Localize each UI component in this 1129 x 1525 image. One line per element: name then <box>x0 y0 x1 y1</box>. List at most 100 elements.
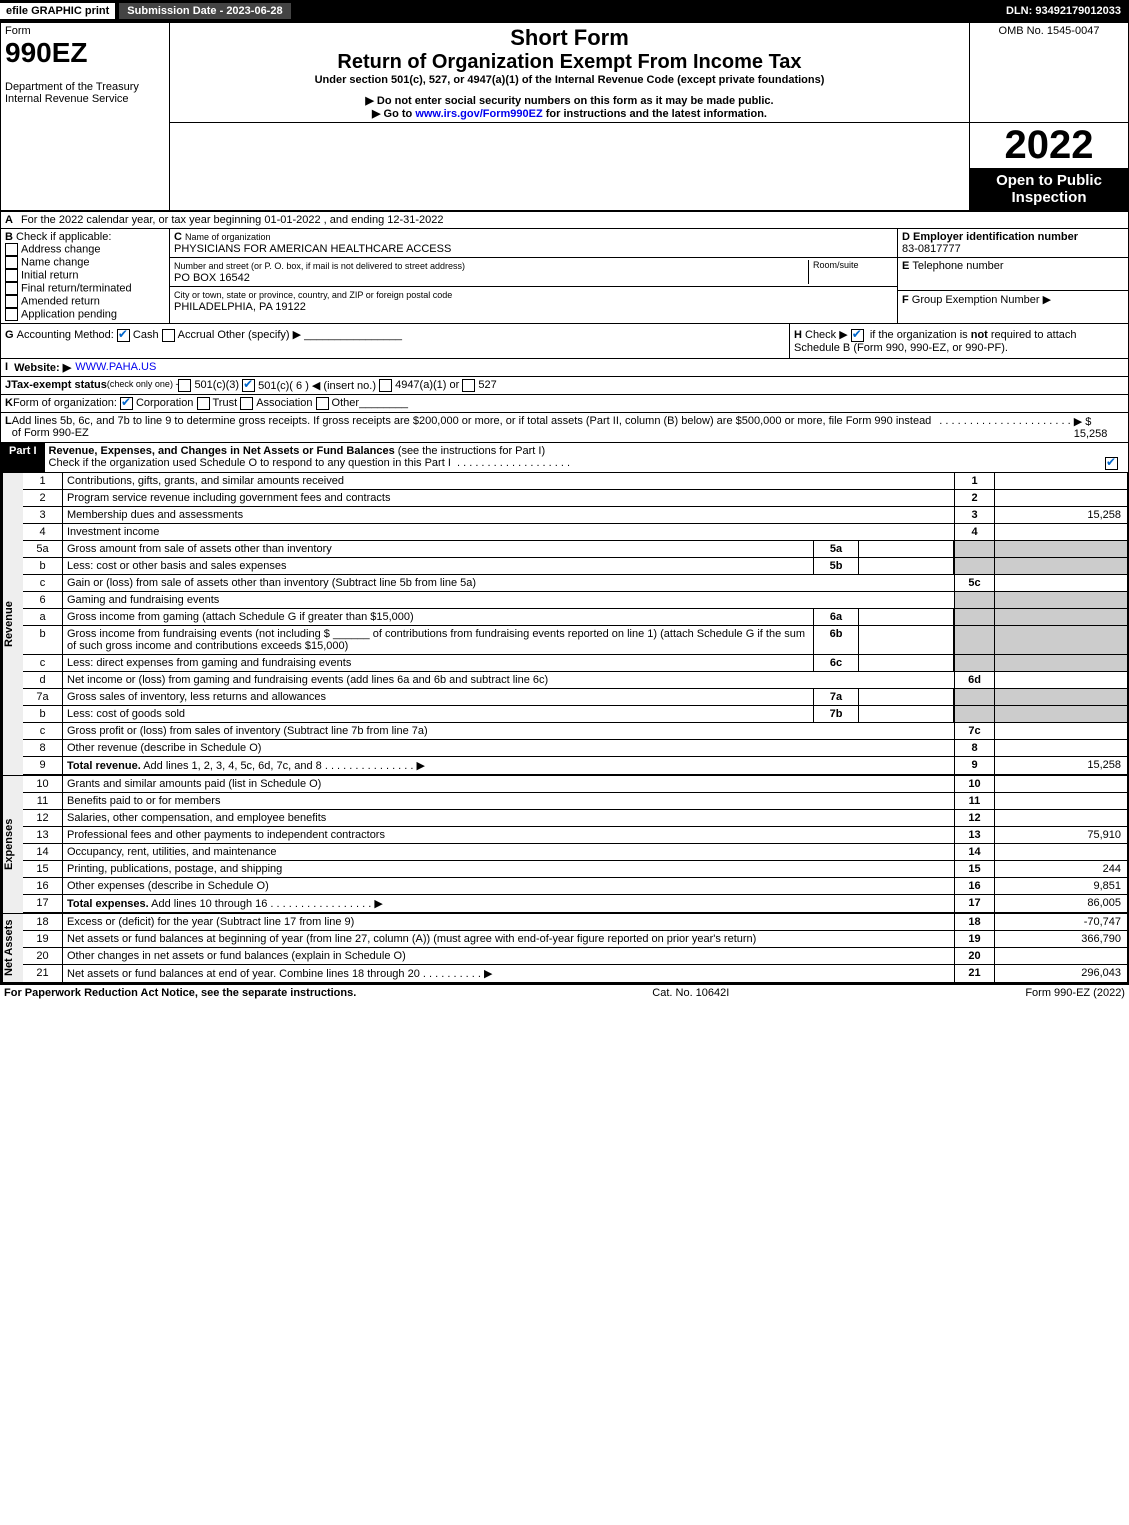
irs: Internal Revenue Service <box>5 93 129 105</box>
line-2: Program service revenue including govern… <box>63 490 954 506</box>
chk-name[interactable] <box>5 256 18 269</box>
tax-year: 2022 <box>970 123 1128 168</box>
line-6: Gaming and fundraising events <box>63 592 954 608</box>
under-section: Under section 501(c), 527, or 4947(a)(1)… <box>174 74 965 86</box>
line-7b: Less: cost of goods sold <box>63 706 813 722</box>
l-amount: ▶ $ 15,258 <box>1074 415 1124 440</box>
line-1: Contributions, gifts, grants, and simila… <box>63 473 954 489</box>
line-10: Grants and similar amounts paid (list in… <box>63 776 954 792</box>
val-15: 244 <box>995 861 1127 877</box>
chk-h[interactable] <box>851 329 864 342</box>
e-label: Telephone number <box>912 260 1003 272</box>
chk-cash[interactable] <box>117 329 130 342</box>
val-16: 9,851 <box>995 878 1127 894</box>
room-label: Room/suite <box>808 260 893 284</box>
chk-501c3[interactable] <box>178 379 191 392</box>
line-5b: Less: cost or other basis and sales expe… <box>63 558 813 574</box>
ein: 83-0817777 <box>902 243 961 255</box>
h-text: Check ▶ <box>805 329 851 341</box>
chk-other[interactable] <box>316 397 329 410</box>
g-label: Accounting Method: <box>17 329 114 341</box>
dln: DLN: 93492179012033 <box>998 3 1129 19</box>
file-header: efile GRAPHIC print Submission Date - 20… <box>0 0 1129 22</box>
f-label: Group Exemption Number ▶ <box>912 294 1051 306</box>
line-5c: Gain or (loss) from sale of assets other… <box>63 575 954 591</box>
chk-501c[interactable] <box>242 379 255 392</box>
line-14: Occupancy, rent, utilities, and maintena… <box>63 844 954 860</box>
chk-amended[interactable] <box>5 295 18 308</box>
line-6d: Net income or (loss) from gaming and fun… <box>63 672 954 688</box>
k-label: Form of organization: <box>13 397 117 410</box>
side-revenue: Revenue <box>2 473 23 775</box>
val-9: 15,258 <box>995 757 1127 774</box>
short-form: Short Form <box>174 25 965 51</box>
chk-trust[interactable] <box>197 397 210 410</box>
line-7c: Gross profit or (loss) from sales of inv… <box>63 723 954 739</box>
chk-address[interactable] <box>5 243 18 256</box>
d-label: Employer identification number <box>913 231 1078 243</box>
form-footer: Form 990-EZ (2022) <box>1025 987 1125 999</box>
line-19: Net assets or fund balances at beginning… <box>63 931 954 947</box>
side-netassets: Net Assets <box>2 914 23 982</box>
val-19: 366,790 <box>995 931 1127 947</box>
j-label: Tax-exempt status <box>11 379 107 392</box>
i-label: Website: ▶ <box>12 359 73 376</box>
chk-corp[interactable] <box>120 397 133 410</box>
ssn-warning: ▶ Do not enter social security numbers o… <box>174 94 965 107</box>
chk-part-i[interactable] <box>1105 457 1118 470</box>
val-17: 86,005 <box>995 895 1127 912</box>
pra-notice: For Paperwork Reduction Act Notice, see … <box>4 987 356 999</box>
side-expenses: Expenses <box>2 776 23 913</box>
part-i-title: Revenue, Expenses, and Changes in Net As… <box>49 445 395 457</box>
line-12: Salaries, other compensation, and employ… <box>63 810 954 826</box>
main-title: Return of Organization Exempt From Incom… <box>174 51 965 74</box>
line-17: Total expenses. <box>67 898 149 910</box>
val-21: 296,043 <box>995 965 1127 982</box>
line-6c: Less: direct expenses from gaming and fu… <box>63 655 813 671</box>
goto-suffix: for instructions and the latest informat… <box>546 108 767 120</box>
line-18: Excess or (deficit) for the year (Subtra… <box>63 914 954 930</box>
line-8: Other revenue (describe in Schedule O) <box>63 740 954 756</box>
street: PO BOX 16542 <box>174 272 250 284</box>
chk-pending[interactable] <box>5 308 18 321</box>
line-3: Membership dues and assessments <box>63 507 954 523</box>
line-15: Printing, publications, postage, and shi… <box>63 861 954 877</box>
line-9: Total revenue. <box>67 760 141 772</box>
line-13: Professional fees and other payments to … <box>63 827 954 843</box>
chk-4947[interactable] <box>379 379 392 392</box>
line-6b: Gross income from fundraising events (no… <box>67 628 330 640</box>
l-text: Add lines 5b, 6c, and 7b to line 9 to de… <box>12 415 936 440</box>
efile-label[interactable]: efile GRAPHIC print <box>0 3 115 19</box>
chk-accrual[interactable] <box>162 329 175 342</box>
goto-link[interactable]: www.irs.gov/Form990EZ <box>415 108 542 120</box>
c-name-label: Name of organization <box>185 232 271 242</box>
line-16: Other expenses (describe in Schedule O) <box>63 878 954 894</box>
submission-date: Submission Date - 2023-06-28 <box>119 3 290 19</box>
b-label: Check if applicable: <box>16 231 111 243</box>
open-inspection: Open to Public Inspection <box>970 168 1128 210</box>
form-word: Form <box>5 25 31 37</box>
chk-final[interactable] <box>5 282 18 295</box>
dept: Department of the Treasury <box>5 81 139 93</box>
street-label: Number and street (or P. O. box, if mail… <box>174 261 465 271</box>
title-block: Form 990EZ Department of the Treasury In… <box>0 22 1129 211</box>
chk-initial[interactable] <box>5 269 18 282</box>
val-3: 15,258 <box>995 507 1127 523</box>
omb: OMB No. 1545-0047 <box>974 25 1124 37</box>
website[interactable]: WWW.PAHA.US <box>73 359 158 376</box>
section-b: B Check if applicable: Address change Na… <box>1 229 170 323</box>
chk-527[interactable] <box>462 379 475 392</box>
line-4: Investment income <box>63 524 954 540</box>
line-20: Other changes in net assets or fund bala… <box>63 948 954 964</box>
g-other: Other (specify) ▶ <box>217 329 301 341</box>
line-11: Benefits paid to or for members <box>63 793 954 809</box>
city: PHILADELPHIA, PA 19122 <box>174 301 306 313</box>
part-i-label: Part I <box>1 443 45 472</box>
org-name: PHYSICIANS FOR AMERICAN HEALTHCARE ACCES… <box>174 243 451 255</box>
line-7a: Gross sales of inventory, less returns a… <box>63 689 813 705</box>
goto-prefix: ▶ Go to <box>372 108 415 120</box>
line-a: For the 2022 calendar year, or tax year … <box>17 212 1128 228</box>
form-number: 990EZ <box>5 37 88 68</box>
line-5a: Gross amount from sale of assets other t… <box>63 541 813 557</box>
chk-assoc[interactable] <box>240 397 253 410</box>
